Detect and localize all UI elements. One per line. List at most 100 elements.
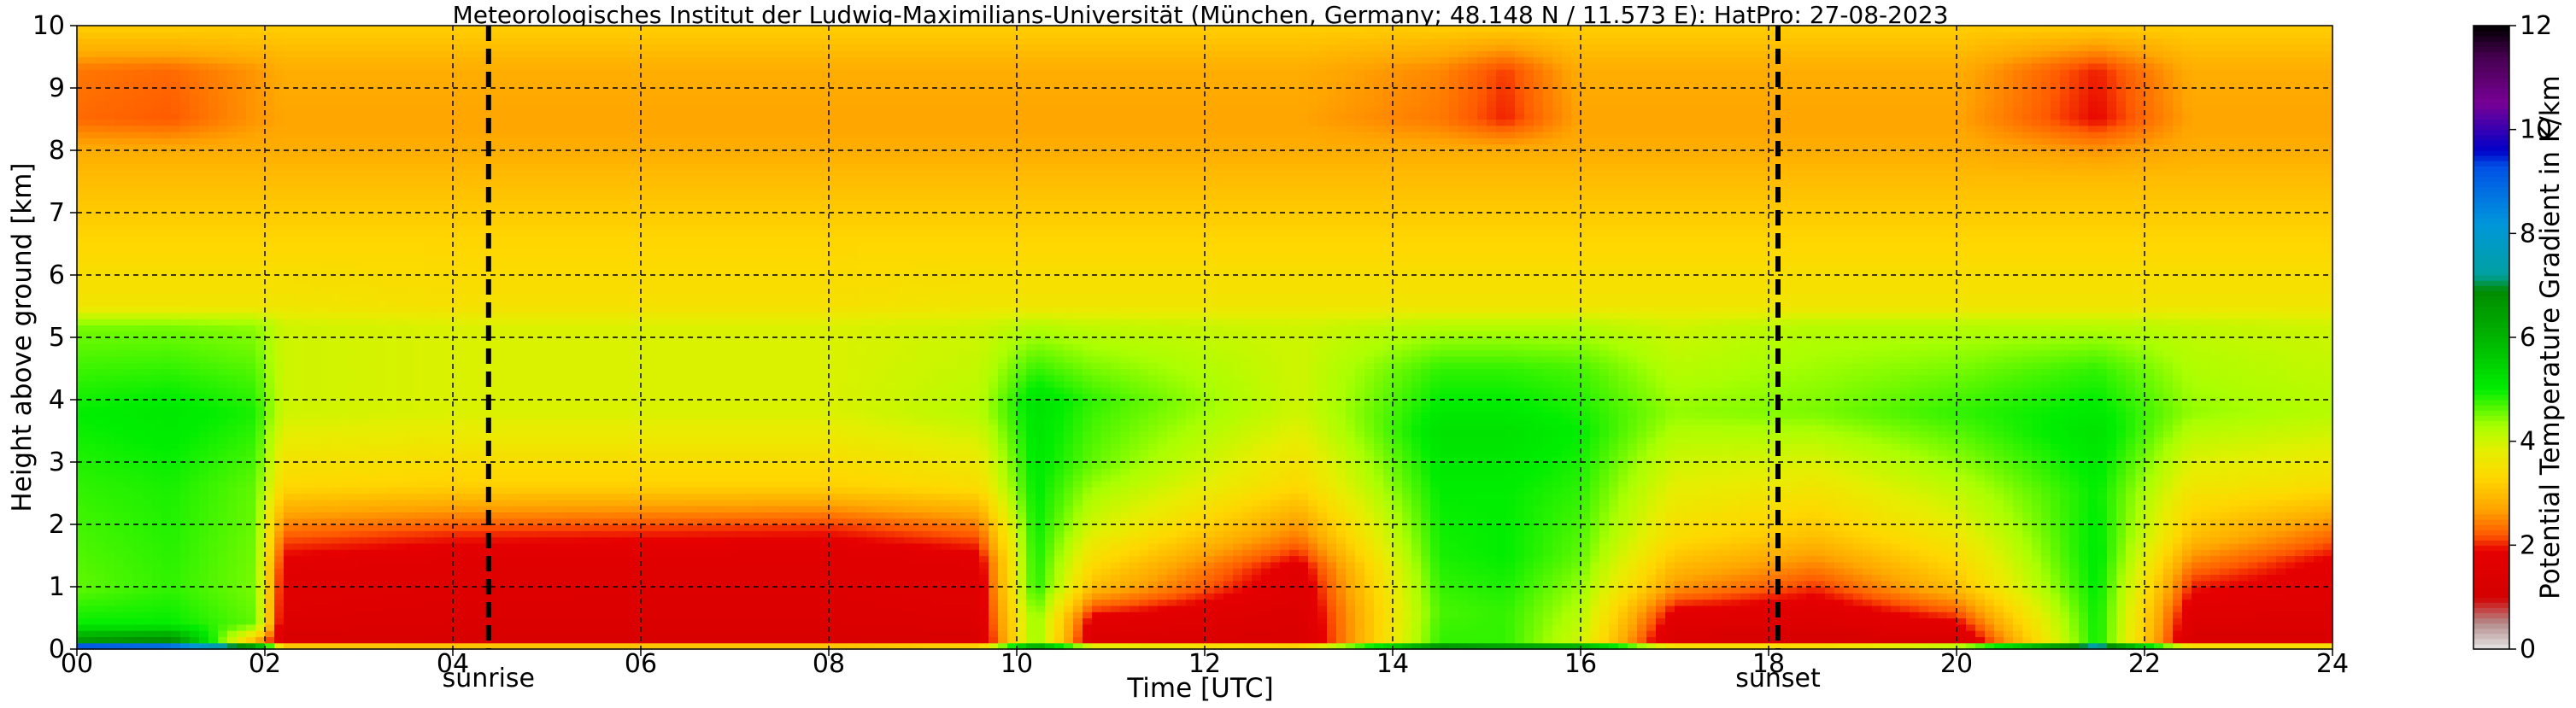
heatmap-cell xyxy=(133,375,144,382)
heatmap-cell xyxy=(490,281,501,288)
heatmap-cell xyxy=(387,275,397,282)
heatmap-cell xyxy=(490,307,501,313)
heatmap-cell xyxy=(406,337,416,344)
heatmap-cell xyxy=(161,574,172,581)
heatmap-cell xyxy=(500,418,510,425)
heatmap-cell xyxy=(453,262,463,269)
heatmap-cell xyxy=(284,362,294,369)
heatmap-cell xyxy=(500,294,510,301)
heatmap-cell xyxy=(105,101,115,108)
heatmap-cell xyxy=(190,481,200,488)
heatmap-cell xyxy=(396,356,407,363)
heatmap-cell xyxy=(331,481,341,488)
heatmap-cell xyxy=(415,132,425,138)
heatmap-cell xyxy=(143,120,153,126)
heatmap-cell xyxy=(124,138,134,144)
heatmap-cell xyxy=(208,313,219,319)
heatmap-cell xyxy=(161,200,172,207)
heatmap-cell xyxy=(199,543,209,550)
heatmap-cell xyxy=(443,275,454,282)
heatmap-cell xyxy=(180,512,191,518)
heatmap-cell xyxy=(77,587,87,594)
heatmap-cell xyxy=(180,194,191,201)
heatmap-cell xyxy=(218,175,228,182)
heatmap-cell xyxy=(171,237,181,244)
heatmap-cell xyxy=(490,343,501,350)
heatmap-cell xyxy=(321,624,332,631)
heatmap-cell xyxy=(406,356,416,363)
heatmap-cell xyxy=(378,400,388,407)
heatmap-cell xyxy=(312,63,322,70)
heatmap-cell xyxy=(208,387,219,394)
heatmap-cell xyxy=(387,219,397,225)
heatmap-cell xyxy=(227,281,238,288)
heatmap-cell xyxy=(208,524,219,531)
heatmap-cell xyxy=(331,343,341,350)
heatmap-cell xyxy=(284,237,294,244)
heatmap-cell xyxy=(396,213,407,219)
heatmap-cell xyxy=(425,219,435,225)
heatmap-cell xyxy=(190,500,200,506)
heatmap-cell xyxy=(378,44,388,51)
heatmap-cell xyxy=(105,543,115,550)
heatmap-cell xyxy=(152,281,162,288)
heatmap-cell xyxy=(519,400,529,407)
heatmap-cell xyxy=(396,150,407,157)
heatmap-cell xyxy=(124,624,134,631)
heatmap-cell xyxy=(96,126,106,132)
heatmap-cell xyxy=(490,200,501,207)
heatmap-cell xyxy=(161,636,172,643)
heatmap-cell xyxy=(190,138,200,144)
heatmap-cell xyxy=(133,387,144,394)
heatmap-cell xyxy=(199,437,209,444)
heatmap-cell xyxy=(368,406,378,413)
heatmap-cell xyxy=(105,275,115,282)
heatmap-cell xyxy=(208,537,219,544)
heatmap-cell xyxy=(415,26,425,32)
heatmap-cell xyxy=(453,63,463,70)
heatmap-cell xyxy=(180,600,191,606)
heatmap-cell xyxy=(500,101,510,108)
heatmap-cell xyxy=(190,26,200,32)
heatmap-cell xyxy=(378,237,388,244)
heatmap-cell xyxy=(453,630,463,637)
heatmap-cell xyxy=(340,26,350,32)
heatmap-cell xyxy=(246,156,256,163)
heatmap-cell xyxy=(284,593,294,600)
heatmap-cell xyxy=(227,337,238,344)
heatmap-cell xyxy=(519,244,529,251)
heatmap-cell xyxy=(152,194,162,201)
heatmap-cell xyxy=(152,337,162,344)
heatmap-cell xyxy=(490,636,501,643)
heatmap-cell xyxy=(237,406,247,413)
heatmap-cell xyxy=(519,537,529,544)
heatmap-cell xyxy=(321,101,332,108)
heatmap-cell xyxy=(472,120,482,126)
heatmap-cell xyxy=(359,600,369,606)
heatmap-cell xyxy=(293,300,303,307)
heatmap-cell xyxy=(378,63,388,70)
heatmap-cell xyxy=(161,194,172,201)
heatmap-cell xyxy=(293,437,303,444)
heatmap-cell xyxy=(199,593,209,600)
heatmap-cell xyxy=(293,182,303,189)
heatmap-cell xyxy=(293,606,303,612)
heatmap-cell xyxy=(199,606,209,612)
heatmap-cell xyxy=(443,281,454,288)
heatmap-cell xyxy=(86,449,97,456)
heatmap-cell xyxy=(396,275,407,282)
heatmap-cell xyxy=(161,606,172,612)
heatmap-cell xyxy=(227,475,238,482)
heatmap-cell xyxy=(114,350,125,357)
heatmap-cell xyxy=(274,138,285,144)
heatmap-cell xyxy=(96,556,106,563)
heatmap-cell xyxy=(340,156,350,163)
heatmap-cell xyxy=(462,375,472,382)
heatmap-cell xyxy=(96,250,106,257)
heatmap-cell xyxy=(472,94,482,101)
heatmap-cell xyxy=(406,319,416,325)
heatmap-cell xyxy=(237,431,247,438)
heatmap-cell xyxy=(443,156,454,163)
heatmap-cell xyxy=(331,449,341,456)
heatmap-cell xyxy=(359,319,369,325)
